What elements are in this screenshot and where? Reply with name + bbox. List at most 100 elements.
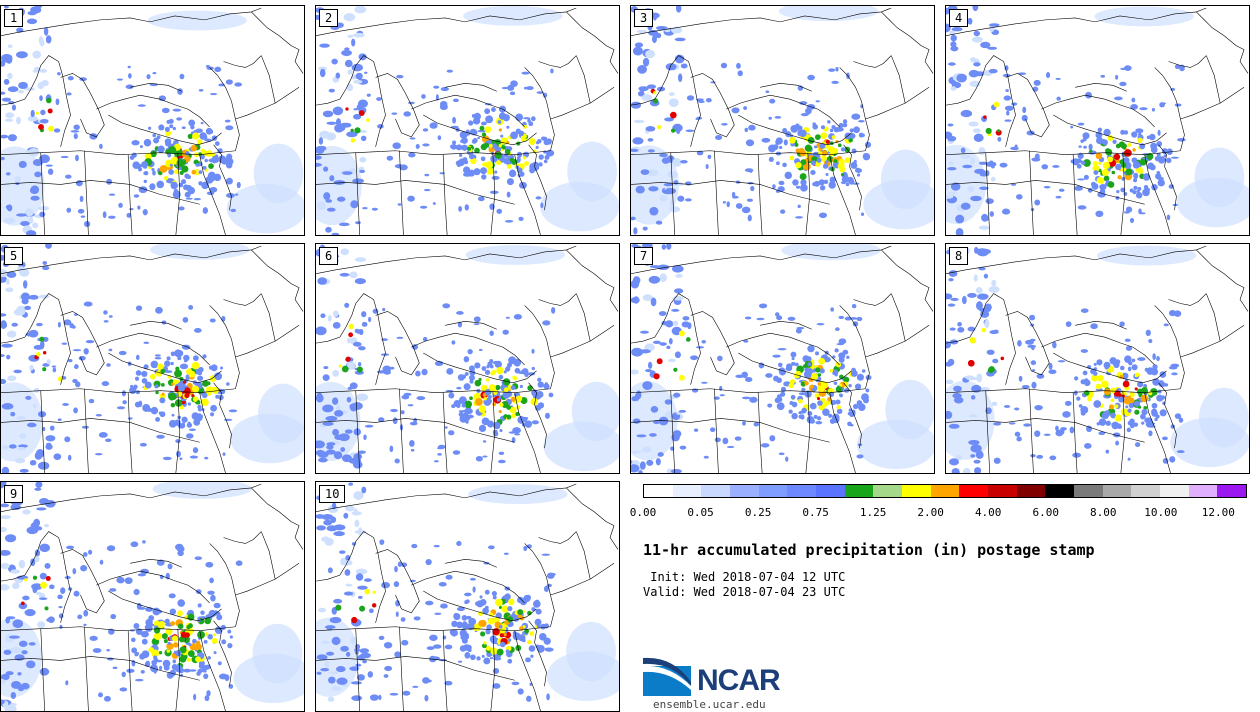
precip-cell	[633, 119, 645, 124]
precip-cell	[317, 277, 328, 285]
precip-cell	[53, 128, 61, 133]
precip-cell	[444, 680, 453, 686]
precip-cell	[392, 142, 401, 150]
precip-cell	[352, 402, 363, 410]
precip-cell	[99, 143, 103, 149]
precip-cell	[400, 410, 405, 415]
precip-cell	[169, 608, 177, 615]
precip-cell	[351, 38, 356, 47]
precip-cell	[489, 359, 494, 363]
precip-cell	[545, 138, 553, 145]
map-boundary-line	[631, 180, 830, 205]
precip-cell	[355, 72, 363, 80]
precip-cell	[366, 93, 371, 97]
precip-cell	[1139, 107, 1148, 111]
precip-cell	[5, 112, 15, 119]
precip-cell	[1117, 424, 1123, 429]
map-boundary-line	[528, 620, 547, 687]
precip-cell	[820, 132, 828, 139]
precip-cell	[106, 363, 111, 367]
precip-cell	[865, 388, 870, 393]
precip-cell	[65, 174, 72, 179]
precip-cell	[209, 412, 215, 417]
precip-cell	[1074, 376, 1079, 381]
precip-cell	[980, 386, 990, 393]
precip-cell	[153, 137, 160, 144]
precip-cell	[512, 375, 517, 380]
precip-cell	[850, 370, 858, 377]
precip-cell	[680, 159, 688, 164]
precip-cell	[106, 545, 116, 552]
precip-cell	[759, 303, 768, 309]
precip-cell	[452, 116, 457, 124]
precip-cell	[531, 420, 539, 425]
precip-cell	[861, 133, 865, 137]
precip-cell	[765, 90, 770, 94]
precip-cell	[139, 653, 146, 660]
precip-cell	[673, 180, 679, 185]
precip-cell	[57, 594, 63, 600]
precip-cell	[541, 136, 546, 141]
map-boundary-line	[130, 321, 182, 330]
precip-cell	[491, 143, 498, 149]
map-boundary-line	[223, 55, 262, 68]
precip-cell	[70, 130, 80, 133]
precip-cell	[731, 191, 736, 198]
precip-cell	[1157, 129, 1161, 136]
precip-cell	[676, 127, 681, 135]
precip-cell	[835, 327, 840, 332]
precip-cell	[172, 190, 181, 199]
precip-cell	[947, 191, 958, 195]
map-boundary-line	[1144, 392, 1171, 473]
precip-cell	[815, 420, 823, 425]
precip-cell	[973, 459, 981, 464]
precip-cell	[171, 663, 178, 671]
map-boundary-line	[1029, 388, 1034, 473]
precip-cell	[951, 468, 960, 473]
precip-cell	[89, 133, 98, 140]
precip-cell	[72, 349, 82, 352]
precip-cell	[987, 46, 998, 50]
precip-cell	[383, 641, 393, 649]
precip-cell	[203, 673, 209, 680]
precip-cell	[188, 428, 196, 431]
precip-cell	[502, 391, 510, 399]
precip-cell	[790, 124, 799, 133]
precip-cell	[672, 430, 682, 438]
precip-cell	[83, 301, 93, 307]
precip-cell	[535, 608, 542, 615]
precip-cell	[1084, 443, 1092, 449]
precip-cell	[446, 69, 453, 73]
precip-cell	[631, 347, 644, 357]
precip-cell	[665, 63, 677, 71]
precip-cell	[1116, 189, 1120, 194]
precip-cell	[28, 217, 34, 224]
precip-cell	[58, 606, 63, 609]
colorbar-swatch	[1131, 485, 1161, 497]
precip-cell	[743, 106, 748, 111]
map-boundary-line	[891, 55, 906, 104]
precip-cell	[187, 402, 191, 406]
precip-cell	[772, 144, 779, 150]
precip-cell	[45, 435, 56, 442]
precip-cell	[195, 172, 200, 176]
precip-cell	[24, 578, 28, 582]
map-boundary-line	[316, 483, 577, 513]
precip-cell	[127, 65, 131, 69]
precip-cell	[658, 416, 669, 426]
precip-cell	[318, 607, 327, 613]
precip-cell	[340, 122, 346, 131]
precip-cell	[1095, 152, 1103, 160]
precip-cell	[1056, 96, 1061, 101]
precip-cell	[1119, 81, 1127, 87]
precip-cell	[852, 403, 859, 410]
precip-cell	[1141, 408, 1148, 416]
precip-cell	[351, 616, 358, 624]
precip-cell	[195, 163, 200, 167]
precip-cell	[810, 160, 816, 166]
precip-cell	[328, 671, 339, 675]
precip-cell	[838, 123, 844, 128]
light-precip-area	[571, 381, 619, 442]
precip-cell	[498, 374, 504, 380]
precip-cell	[458, 411, 464, 417]
